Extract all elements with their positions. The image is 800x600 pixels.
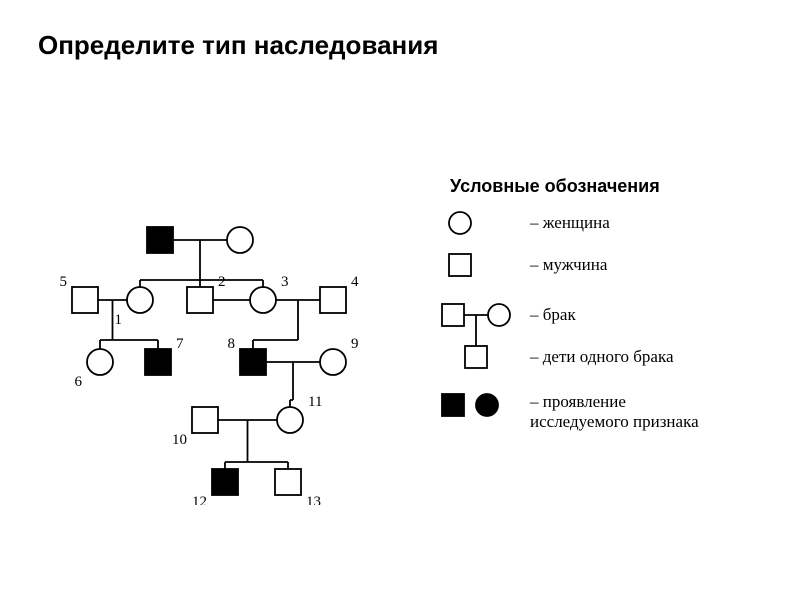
pedigree-node: [147, 227, 173, 253]
legend-female-icon: [449, 212, 471, 234]
pedigree-node-label: 3: [281, 274, 289, 290]
legend-affected-square-icon: [442, 394, 464, 416]
pedigree-node-label: 8: [228, 336, 236, 352]
legend-child-icon: [465, 346, 487, 368]
pedigree-node: [145, 349, 171, 375]
pedigree-node-label: 13: [306, 494, 321, 505]
legend-label: – проявление: [529, 392, 626, 411]
pedigree-chart: 51234678910111213: [30, 205, 430, 505]
pedigree-node: [187, 287, 213, 313]
pedigree-node: [72, 287, 98, 313]
legend-marriage-icon: [488, 304, 510, 326]
legend-label: – мужчина: [529, 255, 608, 274]
legend-marriage-icon: [442, 304, 464, 326]
pedigree-node: [320, 287, 346, 313]
legend-panel: – женщина – мужчина – брак – дети одного бр…: [435, 205, 775, 495]
pedigree-node-label: 12: [192, 494, 207, 505]
pedigree-node: [227, 227, 253, 253]
pedigree-node-label: 1: [115, 312, 123, 328]
pedigree-node: [240, 349, 266, 375]
legend-label: – брак: [529, 305, 576, 324]
pedigree-node-label: 4: [351, 274, 359, 290]
pedigree-node: [212, 469, 238, 495]
legend-affected-circle-icon: [476, 394, 498, 416]
pedigree-node: [127, 287, 153, 313]
legend-label: – дети одного брака: [529, 347, 674, 366]
pedigree-node-label: 6: [75, 374, 83, 390]
pedigree-node: [275, 469, 301, 495]
pedigree-node-label: 11: [308, 394, 322, 410]
pedigree-node: [87, 349, 113, 375]
pedigree-node: [320, 349, 346, 375]
pedigree-node: [250, 287, 276, 313]
pedigree-node-label: 10: [172, 432, 187, 448]
page-title: Определите тип наследования: [38, 30, 438, 61]
pedigree-node-label: 5: [60, 274, 68, 290]
pedigree-node-label: 7: [176, 336, 184, 352]
legend-male-icon: [449, 254, 471, 276]
pedigree-node-label: 2: [218, 274, 226, 290]
legend-label: исследуемого признака: [530, 412, 699, 431]
pedigree-node: [192, 407, 218, 433]
pedigree-node: [277, 407, 303, 433]
legend-title: Условные обозначения: [450, 176, 660, 197]
legend-label: – женщина: [529, 213, 610, 232]
pedigree-node-label: 9: [351, 336, 359, 352]
